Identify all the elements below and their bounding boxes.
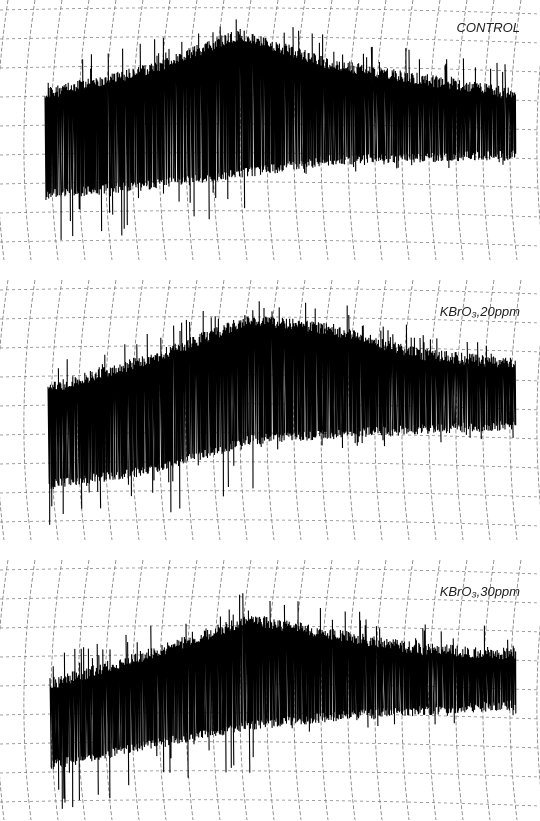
grid-arc bbox=[131, 559, 144, 821]
grid-arc bbox=[104, 279, 117, 541]
grid-arc bbox=[401, 0, 414, 261]
grid-arc bbox=[401, 279, 414, 541]
grid-arc bbox=[185, 559, 198, 821]
grid-arc bbox=[509, 279, 522, 541]
recording-trace bbox=[44, 19, 517, 240]
grid-arc bbox=[185, 0, 198, 261]
grid-line bbox=[0, 596, 540, 604]
grid-arc bbox=[482, 279, 495, 541]
grid-arc bbox=[455, 0, 468, 261]
grid-arc bbox=[0, 559, 9, 821]
grid-line bbox=[0, 287, 540, 295]
panel-label: CONTROL bbox=[456, 20, 520, 35]
grid-arc bbox=[320, 559, 333, 821]
grid-arc bbox=[77, 0, 90, 261]
grid-arc bbox=[482, 0, 495, 261]
grid-arc bbox=[212, 279, 225, 541]
grid-line bbox=[0, 519, 540, 527]
grid-arc bbox=[50, 279, 63, 541]
grid-arc bbox=[482, 559, 495, 821]
grid-arc bbox=[320, 0, 333, 261]
grid-arc bbox=[455, 559, 468, 821]
grid-arc bbox=[347, 0, 360, 261]
grid-line bbox=[0, 239, 540, 247]
grid-arc bbox=[293, 559, 306, 821]
grid-arc bbox=[23, 559, 36, 821]
panel: KBrO₃,30ppm bbox=[0, 559, 540, 821]
grid-arc bbox=[266, 0, 279, 261]
recording-trace bbox=[47, 301, 517, 525]
grid-line bbox=[0, 7, 540, 15]
grid-arc bbox=[374, 559, 387, 821]
grid-arc bbox=[428, 0, 441, 261]
recording-trace bbox=[49, 593, 517, 809]
grid-line bbox=[0, 36, 540, 44]
grid-arc bbox=[347, 559, 360, 821]
grid-arc bbox=[320, 279, 333, 541]
grid-line bbox=[0, 770, 540, 778]
grid-arc bbox=[104, 559, 117, 821]
grid-line bbox=[0, 490, 540, 498]
grid-arc bbox=[212, 0, 225, 261]
grid-arc bbox=[347, 279, 360, 541]
grid-arc bbox=[428, 279, 441, 541]
grid-line bbox=[0, 799, 540, 807]
grid-arc bbox=[293, 0, 306, 261]
grid-arc bbox=[239, 0, 252, 261]
grid-arc bbox=[131, 0, 144, 261]
grid-arc bbox=[374, 279, 387, 541]
grid-arc bbox=[23, 279, 36, 541]
grid-arc bbox=[50, 559, 63, 821]
grid-arc bbox=[212, 559, 225, 821]
grid-arc bbox=[266, 559, 279, 821]
grid-arc bbox=[77, 279, 90, 541]
grid-arc bbox=[131, 279, 144, 541]
panel: KBrO₃,20ppm bbox=[0, 279, 540, 541]
grid-arc bbox=[293, 279, 306, 541]
grid-arc bbox=[239, 559, 252, 821]
grid-arc bbox=[23, 0, 36, 261]
grid-arc bbox=[104, 0, 117, 261]
grid-arc bbox=[0, 0, 9, 261]
grid-line bbox=[0, 316, 540, 324]
grid-arc bbox=[185, 279, 198, 541]
grid-arc bbox=[158, 279, 171, 541]
grid-line bbox=[0, 181, 540, 189]
grid-arc bbox=[50, 0, 63, 261]
panel-label: KBrO₃,30ppm bbox=[440, 584, 520, 599]
grid-arc bbox=[0, 279, 9, 541]
grid-arc bbox=[509, 559, 522, 821]
panel: CONTROL bbox=[0, 0, 540, 261]
grid-arc bbox=[401, 559, 414, 821]
panel-label: KBrO₃,20ppm bbox=[440, 304, 520, 319]
grid-arc bbox=[266, 279, 279, 541]
grid-arc bbox=[158, 559, 171, 821]
grid-arc bbox=[509, 0, 522, 261]
grid-line bbox=[0, 461, 540, 469]
grid-arc bbox=[428, 559, 441, 821]
grid-arc bbox=[158, 0, 171, 261]
grid-arc bbox=[239, 279, 252, 541]
grid-arc bbox=[374, 0, 387, 261]
grid-line bbox=[0, 567, 540, 575]
grid-line bbox=[0, 210, 540, 218]
grid-arc bbox=[77, 559, 90, 821]
grid-line bbox=[0, 741, 540, 749]
grid-arc bbox=[455, 279, 468, 541]
